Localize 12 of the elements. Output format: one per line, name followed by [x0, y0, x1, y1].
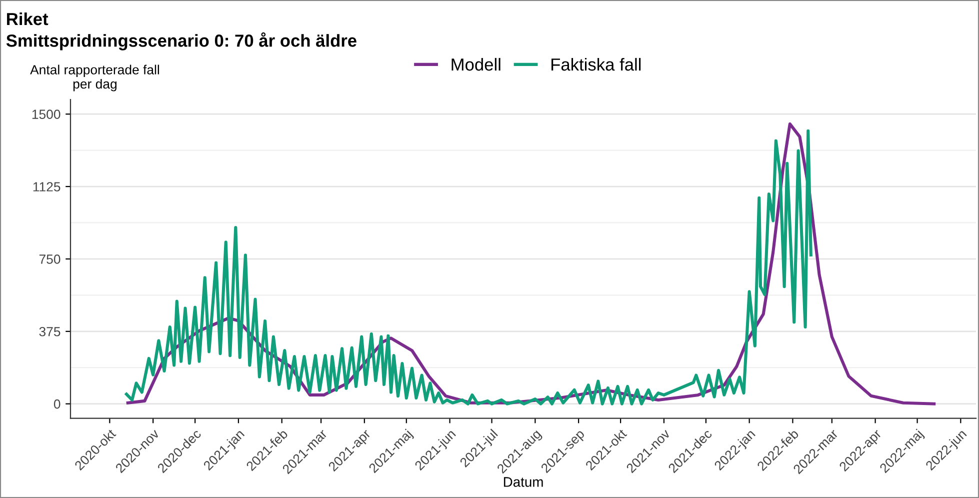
- y-tick-label: 750: [39, 254, 60, 264]
- legend-label: Modell: [452, 58, 500, 71]
- y-tick-label: 375: [39, 326, 60, 336]
- y-tick-label: 1500: [32, 110, 60, 119]
- y-axis-title: Antal rapporterade fall per dag: [30, 64, 159, 92]
- legend-label: Faktiska fall: [551, 58, 641, 71]
- y-tick-label: 0: [54, 399, 60, 409]
- y-tick-label: 1125: [33, 182, 60, 192]
- chart-title: Riket: [7, 12, 48, 26]
- chart-subtitle: Smittspridningsscenario 0: 70 år och äldre: [6, 32, 356, 50]
- x-axis-title: Datum: [504, 477, 543, 487]
- line-series: [124, 129, 812, 406]
